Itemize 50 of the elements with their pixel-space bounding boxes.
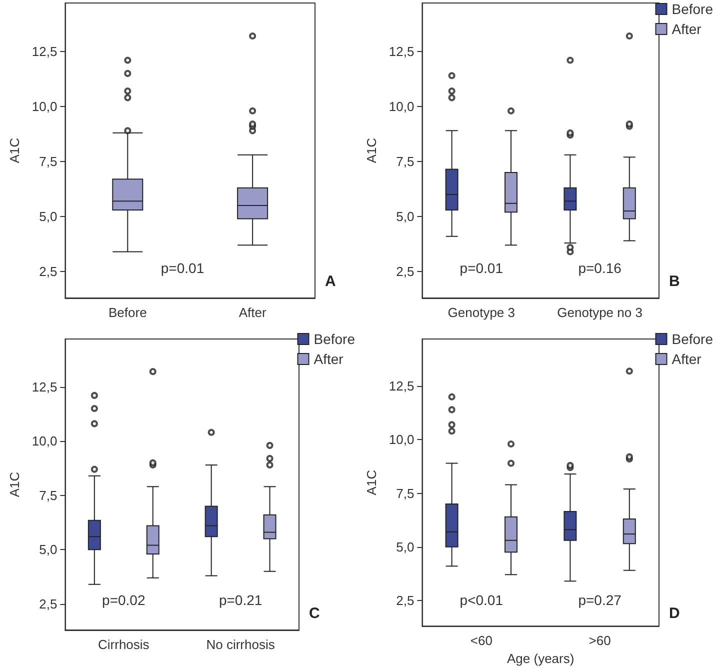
y-tick-label: 12,5	[32, 379, 58, 394]
y-tick-label: 10,0	[32, 434, 58, 449]
legend-label: Before	[672, 1, 714, 17]
y-tick-label: 2,5	[39, 596, 58, 612]
text: D	[669, 605, 680, 622]
x-tick-label: >60	[588, 633, 611, 648]
y-axis-title: A1C	[7, 138, 22, 164]
x-tick-label: Cirrhosis	[98, 637, 150, 652]
annotation: p=0.01	[160, 260, 204, 276]
text: C	[309, 605, 320, 622]
y-tick-label: 2,5	[39, 264, 58, 280]
x-tick-label: Genotype no 3	[557, 305, 642, 320]
x-tick-label: <60	[470, 633, 492, 648]
annotation: p=0.27	[578, 592, 622, 608]
legend-label: After	[672, 351, 702, 367]
legend-label: After	[672, 21, 702, 37]
x-tick-label: Before	[108, 305, 147, 320]
x-tick-label: No cirrhosis	[206, 637, 276, 652]
text: A	[325, 273, 336, 290]
annotation: p=0.01	[460, 260, 504, 276]
y-axis-title: A1C	[364, 470, 379, 496]
y-tick-label: 2,5	[396, 264, 414, 280]
annotation: p=0.21	[218, 592, 262, 608]
annotation: p=0.02	[102, 592, 146, 608]
x-tick-label: After	[238, 305, 267, 320]
y-tick-label: 7,5	[39, 154, 58, 170]
text: B	[669, 273, 680, 290]
y-tick-label: 12,5	[388, 44, 414, 59]
y-tick-label: 5,0	[396, 209, 414, 224]
y-tick-label: 7,5	[39, 488, 58, 503]
y-tick-label: 5,0	[396, 539, 414, 554]
y-tick-label: 10,0	[388, 98, 414, 114]
y-tick-label: 5,0	[39, 209, 58, 224]
y-axis-title: A1C	[7, 472, 22, 498]
y-tick-label: 10,0	[32, 98, 58, 114]
y-tick-label: 12,5	[388, 378, 414, 394]
y-tick-label: 2,5	[396, 592, 414, 608]
y-tick-label: 7,5	[396, 486, 414, 501]
y-tick-label: 10,0	[388, 432, 414, 448]
annotation: p<0.01	[460, 592, 504, 608]
x-tick-label: Genotype 3	[448, 305, 516, 320]
y-tick-label: 12,5	[32, 44, 58, 59]
legend-label: Before	[314, 331, 356, 347]
y-tick-label: 7,5	[396, 154, 414, 170]
y-axis-title: A1C	[364, 138, 379, 164]
legend-label: After	[314, 351, 344, 367]
x-axis-title: Age (years)	[507, 651, 574, 666]
legend-label: Before	[672, 331, 714, 347]
y-tick-label: 5,0	[39, 542, 58, 558]
annotation: p=0.16	[578, 260, 622, 276]
